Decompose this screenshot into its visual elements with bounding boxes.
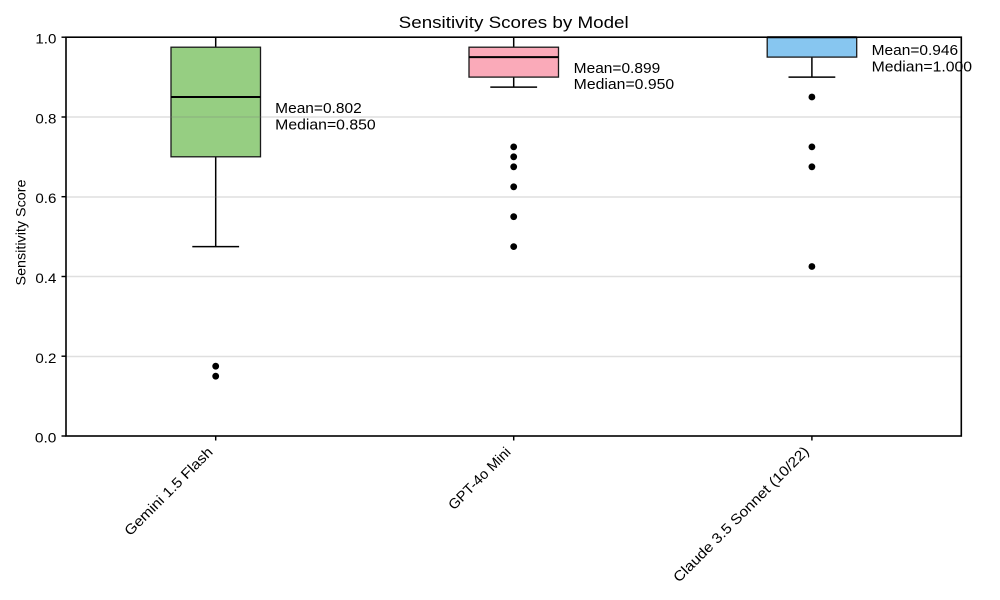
svg-text:0.0: 0.0 [35,430,57,446]
svg-text:0.6: 0.6 [35,190,56,206]
svg-text:Mean=0.946: Mean=0.946 [872,43,959,59]
svg-text:1.0: 1.0 [35,31,56,47]
svg-text:Mean=0.802: Mean=0.802 [275,101,362,117]
svg-text:0.8: 0.8 [35,111,56,127]
svg-text:0.4: 0.4 [35,270,56,286]
svg-text:0.2: 0.2 [35,350,56,366]
svg-text:Sensitivity Scores by Model: Sensitivity Scores by Model [399,14,629,32]
svg-text:Mean=0.899: Mean=0.899 [574,61,661,77]
svg-text:Sensitivity Score: Sensitivity Score [12,179,28,285]
svg-text:Median=0.950: Median=0.950 [574,77,675,93]
svg-text:Median=1.000: Median=1.000 [872,59,973,75]
svg-text:Median=0.850: Median=0.850 [275,117,376,133]
